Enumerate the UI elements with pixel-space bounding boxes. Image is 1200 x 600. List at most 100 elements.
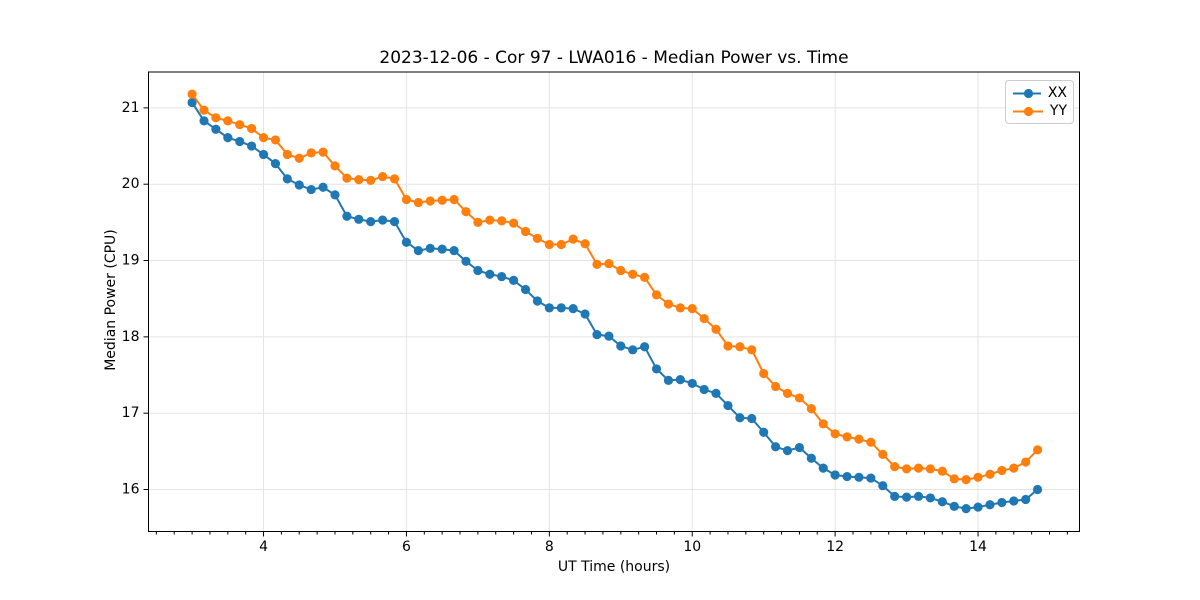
series-yy-marker <box>473 217 483 227</box>
series-xx-marker <box>842 471 852 482</box>
series-xx-marker <box>235 136 245 147</box>
y-tick-label: 19 <box>122 253 140 269</box>
y-tick-label: 17 <box>122 405 140 421</box>
series-xx-marker <box>925 493 935 503</box>
series-yy-marker <box>580 239 590 249</box>
series-xx-marker <box>425 243 435 253</box>
series-yy-marker <box>306 148 316 158</box>
series-yy-marker <box>842 432 852 442</box>
series-yy-marker <box>985 469 995 479</box>
series-yy-marker <box>258 133 269 143</box>
series-yy-marker <box>759 368 769 379</box>
series-xx-marker <box>270 158 281 169</box>
series-xx-marker <box>413 246 423 256</box>
series-yy-marker <box>437 195 447 205</box>
series-xx-marker <box>782 445 793 456</box>
legend-entry-yy: YY <box>1012 104 1067 118</box>
x-axis-label: UT Time (hours) <box>557 559 671 575</box>
series-yy-marker <box>520 226 531 237</box>
series-xx-marker <box>497 271 507 282</box>
series-xx-marker <box>639 342 650 352</box>
series-yy-marker <box>901 464 912 474</box>
series-xx-marker <box>854 472 864 482</box>
series-xx-marker <box>723 400 733 411</box>
series-yy-marker <box>342 173 352 183</box>
series-xx-marker <box>890 491 900 501</box>
series-xx-marker <box>616 341 626 351</box>
legend-label-xx: XX <box>1047 85 1067 101</box>
series-xx-marker <box>937 497 947 507</box>
series-yy-marker <box>556 239 566 250</box>
series-xx-marker <box>532 296 543 306</box>
legend-swatch-xx-icon <box>1013 88 1041 98</box>
series-xx-marker <box>711 388 721 398</box>
x-tick-label: 14 <box>969 539 987 555</box>
plot-frame <box>148 71 1080 532</box>
series-yy-marker <box>1021 457 1031 467</box>
series-xx-marker <box>389 217 400 227</box>
series-yy-marker <box>616 265 626 276</box>
series-xx-marker <box>556 303 566 313</box>
series-xx-marker <box>985 500 995 510</box>
series-xx-marker <box>187 97 197 108</box>
series-yy-marker <box>723 341 733 351</box>
series-yy-marker <box>973 472 983 482</box>
series-xx-marker <box>866 473 876 483</box>
series-xx-marker <box>354 214 364 224</box>
series-xx-marker <box>806 453 816 463</box>
y-axis-label: Median Power (CPU) <box>103 229 119 371</box>
series-xx-marker <box>687 378 697 389</box>
series-xx-marker <box>366 217 376 227</box>
series-xx-marker <box>461 256 471 266</box>
series-yy-marker <box>330 161 340 171</box>
series-yy-marker <box>413 197 423 208</box>
series-xx-marker <box>509 275 519 285</box>
series-yy-marker <box>937 466 947 476</box>
series-yy-marker <box>925 464 935 474</box>
series-xx-marker <box>771 442 781 452</box>
series-xx-marker <box>901 492 912 502</box>
series-yy-marker <box>663 299 674 309</box>
series-xx-marker <box>437 244 447 254</box>
series-xx-marker <box>830 470 840 480</box>
x-tick-label: 6 <box>402 539 411 555</box>
series-yy-marker <box>687 304 697 314</box>
series-yy-marker <box>997 465 1007 476</box>
series-yy-marker <box>532 233 543 243</box>
series-yy-marker <box>818 419 828 429</box>
series-xx-marker <box>580 309 590 319</box>
series-yy-marker <box>830 429 840 439</box>
series-xx-marker <box>651 364 662 374</box>
series-yy-marker <box>247 123 257 134</box>
series-xx-marker <box>699 384 709 395</box>
series-xx-marker <box>604 331 614 341</box>
series-yy-marker <box>913 463 924 473</box>
series-yy-marker <box>449 194 459 205</box>
legend-entry-xx: XX <box>1012 86 1067 100</box>
series-xx-marker <box>306 184 316 195</box>
series-yy-marker <box>782 388 793 398</box>
legend-swatch-yy-icon <box>1013 106 1043 116</box>
series-yy-marker <box>282 149 292 160</box>
series-yy-marker <box>425 196 435 206</box>
series-yy-marker <box>354 175 364 185</box>
series-yy-marker <box>675 303 685 313</box>
series-xx-marker <box>747 413 757 424</box>
series-yy-marker <box>485 215 495 225</box>
series-xx-marker <box>961 504 971 514</box>
series-xx-marker <box>1021 494 1031 505</box>
series-xx-marker <box>330 190 340 200</box>
series-xx-marker <box>342 211 352 221</box>
series-yy-marker <box>771 381 781 392</box>
series-yy-marker <box>604 258 614 269</box>
series-xx-marker <box>759 427 769 437</box>
series-xx-marker <box>378 215 388 225</box>
series-xx-marker <box>449 246 459 256</box>
y-tick-label: 20 <box>122 176 140 192</box>
series-xx-marker <box>223 133 233 143</box>
series-yy-marker <box>544 239 554 250</box>
series-yy-marker <box>509 218 519 228</box>
series-yy-marker <box>187 89 197 99</box>
series-yy-marker <box>1009 463 1019 473</box>
